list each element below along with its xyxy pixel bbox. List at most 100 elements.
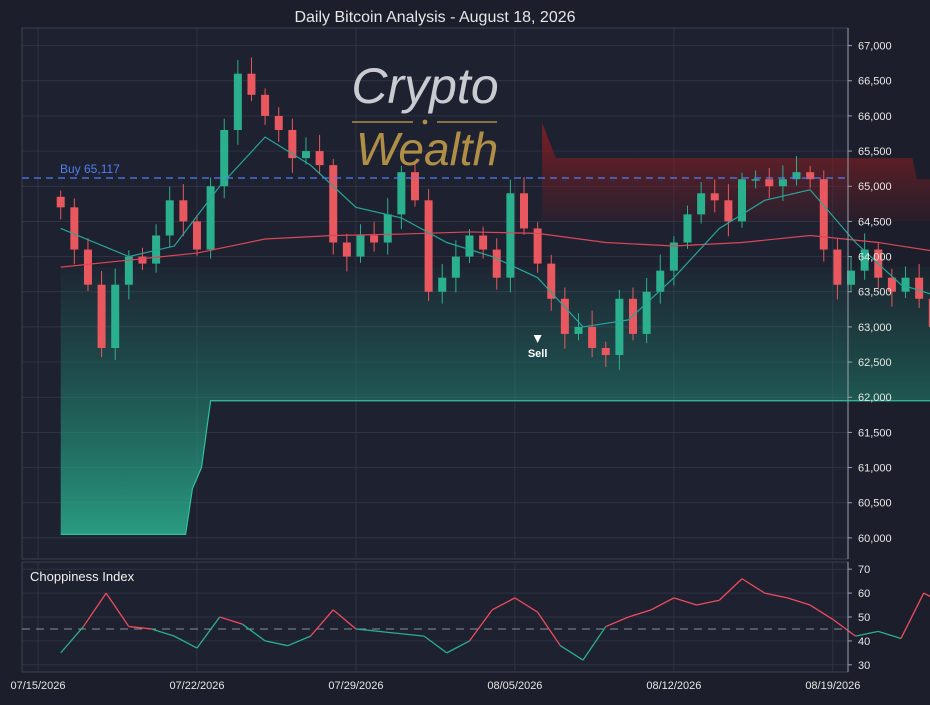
indicator-title: Choppiness Index <box>30 569 135 584</box>
candle-body <box>738 179 747 222</box>
candle-body <box>56 196 65 208</box>
candle-body <box>383 214 392 243</box>
choppiness-segment <box>310 609 334 637</box>
resistance-zone <box>542 122 930 222</box>
watermark-dot-icon <box>422 119 428 125</box>
sell-marker-icon <box>533 334 542 343</box>
choppiness-segment <box>378 630 402 635</box>
choppiness-segment <box>468 609 493 642</box>
choppiness-segment <box>628 609 652 618</box>
buy-signal-label: Buy 65,117 <box>60 162 120 176</box>
candle-body <box>370 235 379 243</box>
candle-body <box>301 151 310 159</box>
indicator-tick-label: 70 <box>858 564 870 576</box>
candle-body <box>519 193 528 229</box>
price-tick-label: 63,000 <box>858 322 892 334</box>
moving-averages <box>60 136 930 328</box>
candle-body <box>792 172 801 180</box>
choppiness-segment <box>718 578 743 601</box>
candle-body <box>928 298 930 327</box>
logo-watermark: Crypto Wealth <box>351 58 498 175</box>
candle-body <box>410 172 419 201</box>
watermark-line-1: Crypto <box>351 58 498 114</box>
choppiness-segment <box>900 592 925 639</box>
price-tick-label: 65,000 <box>858 181 892 193</box>
price-tick-label: 64,500 <box>858 216 892 228</box>
candle-body <box>601 348 610 356</box>
candle-body <box>669 242 678 271</box>
choppiness-segment <box>173 635 198 649</box>
candle-body <box>547 263 556 299</box>
candle-body <box>615 298 624 356</box>
price-tick-label: 61,000 <box>858 463 892 475</box>
candle-body <box>833 249 842 285</box>
choppiness-segment <box>696 599 720 606</box>
choppiness-segment <box>673 597 697 606</box>
candle-body <box>179 200 188 222</box>
date-tick-label: 08/19/2026 <box>805 680 860 692</box>
choppiness-segment <box>650 597 675 611</box>
choppiness-index-plot <box>22 578 930 661</box>
indicator-grid <box>22 562 848 672</box>
candle-body <box>901 277 910 292</box>
candle-body <box>683 214 692 243</box>
candle-body <box>70 207 79 250</box>
choppiness-segment <box>151 628 175 637</box>
date-tick-label: 08/05/2026 <box>487 680 542 692</box>
price-tick-label: 60,500 <box>858 498 892 510</box>
choppiness-segment <box>787 597 811 606</box>
watermark-line-2: Wealth <box>356 123 498 175</box>
choppiness-segment <box>741 578 766 594</box>
choppiness-segment <box>128 625 152 630</box>
candle-body <box>819 179 828 250</box>
moving-average-line <box>60 231 930 268</box>
candle-body <box>465 235 474 257</box>
choppiness-segment <box>446 640 470 654</box>
candle-body <box>887 277 896 292</box>
choppiness-segment <box>423 635 448 654</box>
indicator-tick-label: 50 <box>858 612 870 624</box>
candle-body <box>274 115 283 130</box>
choppiness-segment <box>832 618 856 637</box>
choppiness-segment <box>809 604 834 620</box>
candle-body <box>492 249 501 278</box>
candle-body <box>751 179 760 181</box>
choppiness-segment <box>514 597 538 613</box>
candle-body <box>574 326 583 334</box>
candle-body <box>220 129 229 187</box>
candle-body <box>697 193 706 215</box>
choppiness-segment <box>287 635 311 647</box>
candle-body <box>451 256 460 278</box>
choppiness-segment <box>923 592 930 598</box>
candle-body <box>806 172 815 180</box>
candle-body <box>397 172 406 215</box>
candle-body <box>83 249 92 285</box>
candle-body <box>765 179 774 187</box>
indicator-tick-label: 60 <box>858 588 870 600</box>
price-tick-label: 60,000 <box>858 533 892 545</box>
choppiness-segment <box>332 609 357 630</box>
candle-body <box>438 277 447 292</box>
choppiness-segment <box>82 592 107 627</box>
candle-body <box>479 235 488 250</box>
choppiness-segment <box>60 626 84 654</box>
choppiness-segment <box>355 628 379 632</box>
candle-body <box>315 151 324 166</box>
choppiness-segment <box>582 626 607 661</box>
candle-body <box>560 298 569 334</box>
choppiness-segment <box>855 630 879 637</box>
candle-body <box>356 235 365 257</box>
date-tick-label: 08/12/2026 <box>646 680 701 692</box>
choppiness-segment <box>559 645 584 661</box>
chart-title: Daily Bitcoin Analysis - August 18, 2026 <box>294 9 575 26</box>
candle-body <box>206 186 215 250</box>
candle-body <box>97 284 106 349</box>
price-tick-label: 63,500 <box>858 287 892 299</box>
signal-zones <box>60 122 930 535</box>
candle-body <box>342 242 351 257</box>
candle-body <box>847 270 856 285</box>
candle-body <box>710 193 719 201</box>
candle-body <box>424 200 433 292</box>
choppiness-segment <box>219 616 243 625</box>
